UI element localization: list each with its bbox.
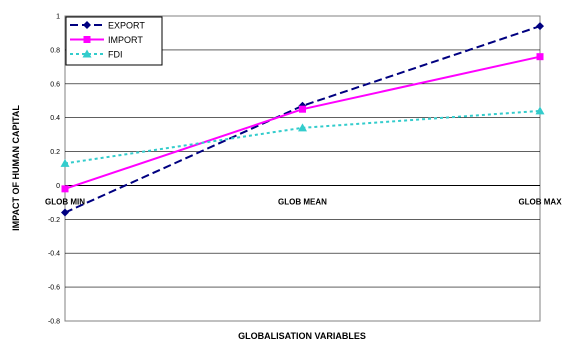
- marker-triangle: [298, 123, 307, 132]
- marker-triangle: [535, 106, 545, 115]
- y-tick-label: 0.4: [50, 115, 60, 122]
- legend-item-fdi: FDI: [70, 49, 123, 60]
- legend-label: FDI: [108, 50, 123, 60]
- marker-square: [61, 185, 69, 193]
- marker-diamond: [536, 22, 544, 31]
- series-line-export: [64, 25, 541, 214]
- y-tick-label: 0.6: [50, 81, 60, 88]
- y-tick-labels: 1 0.8 0.6 0.4 0.2 0 -0.2 -0.4 -0.6 -0.8: [48, 14, 60, 326]
- marker-square: [83, 36, 91, 43]
- legend-item-import: IMPORT: [70, 35, 143, 45]
- legend-item-export: EXPORT: [70, 21, 145, 31]
- x-category-label: GLOB MAX: [518, 197, 562, 206]
- y-tick-label: -0.4: [48, 251, 60, 258]
- series-lines: [60, 22, 545, 217]
- x-axis-title: GLOBALISATION VARIABLES: [238, 331, 366, 341]
- marker-diamond: [83, 21, 91, 29]
- y-axis-title: IMPACT OF HUMAN CAPITAL: [11, 105, 21, 231]
- marker-triangle: [82, 49, 92, 58]
- series-fdi: [60, 106, 545, 167]
- marker-square: [536, 53, 544, 61]
- x-category-label: GLOB MIN: [45, 197, 85, 206]
- y-tick-label: 0.2: [50, 149, 60, 156]
- y-tick-label: -0.8: [48, 319, 60, 326]
- marker-diamond: [61, 208, 69, 217]
- series-import: [61, 53, 544, 193]
- x-category-labels: GLOB MIN GLOB MEAN GLOB MAX: [45, 197, 562, 206]
- legend-label: EXPORT: [108, 21, 145, 31]
- y-tick-label: -0.6: [48, 285, 60, 292]
- y-tick-label: 1: [56, 14, 60, 21]
- plot-area: [64, 15, 541, 322]
- marker-triangle: [60, 158, 70, 167]
- marker-square: [299, 105, 306, 113]
- y-tick-label: 0: [56, 183, 60, 190]
- y-tick-label: 0.8: [50, 47, 60, 54]
- legend-label: IMPORT: [108, 35, 143, 45]
- legend: EXPORT IMPORT FDI: [65, 16, 163, 66]
- x-category-label: GLOB MEAN: [278, 197, 327, 206]
- y-tick-label: -0.2: [48, 217, 60, 224]
